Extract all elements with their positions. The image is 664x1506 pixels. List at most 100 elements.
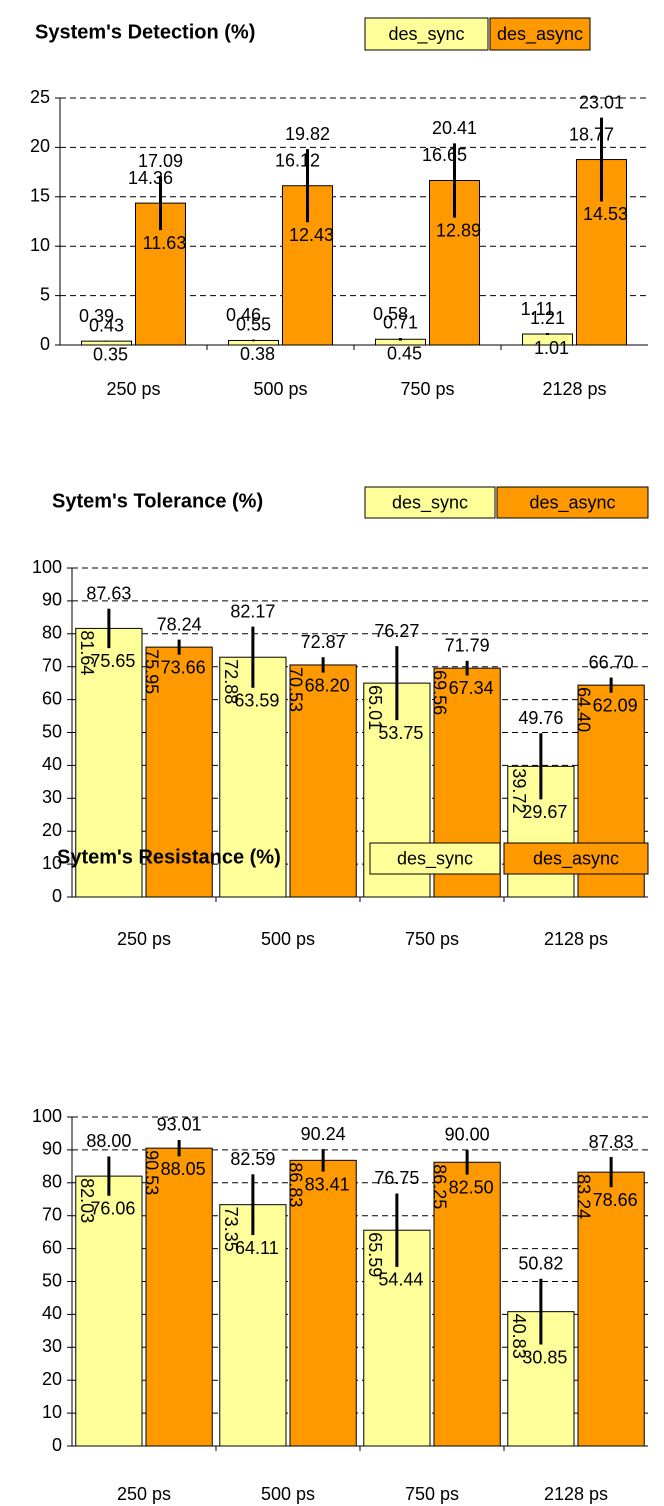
lower-label: 63.59 bbox=[234, 691, 279, 711]
value-label: 72.88 bbox=[221, 659, 241, 704]
y-tick-label: 5 bbox=[40, 284, 50, 304]
upper-label: 82.59 bbox=[230, 1149, 275, 1169]
lower-label: 12.89 bbox=[436, 220, 481, 240]
upper-label: 82.17 bbox=[230, 601, 275, 621]
x-tick-label: 500 ps bbox=[253, 379, 307, 399]
lower-label: 29.67 bbox=[522, 802, 567, 822]
y-tick-label: 20 bbox=[30, 136, 50, 156]
y-tick-label: 10 bbox=[42, 1402, 62, 1422]
y-tick-label: 50 bbox=[42, 1270, 62, 1290]
legend-swatch bbox=[369, 842, 501, 875]
lower-label: 0.35 bbox=[93, 344, 128, 364]
value-label: 86.83 bbox=[285, 1162, 305, 1207]
upper-label: 90.24 bbox=[301, 1124, 346, 1144]
legend-label: des_sync bbox=[392, 492, 468, 513]
lower-label: 62.09 bbox=[593, 695, 638, 715]
lower-label: 53.75 bbox=[378, 723, 423, 743]
value-label: 73.35 bbox=[221, 1207, 241, 1252]
lower-label: 12.43 bbox=[289, 225, 334, 245]
bar bbox=[219, 656, 287, 898]
value-label: 14.36 bbox=[128, 168, 173, 188]
x-tick-label: 750 ps bbox=[400, 379, 454, 399]
lower-label: 82.50 bbox=[449, 1177, 494, 1197]
chart-title: Sytem's Resistance (%) bbox=[57, 846, 281, 868]
y-tick-label: 90 bbox=[42, 1139, 62, 1159]
lower-label: 88.05 bbox=[161, 1159, 206, 1179]
x-tick-label: 250 ps bbox=[117, 929, 171, 949]
bar bbox=[75, 627, 143, 898]
bar bbox=[75, 1175, 143, 1447]
y-tick-label: 0 bbox=[52, 886, 62, 906]
y-tick-label: 40 bbox=[42, 754, 62, 774]
y-tick-label: 15 bbox=[30, 186, 50, 206]
upper-label: 71.79 bbox=[445, 636, 490, 656]
lower-label: 54.44 bbox=[378, 1270, 423, 1290]
legend-swatch bbox=[364, 486, 496, 519]
value-label: 0.39 bbox=[79, 306, 114, 326]
y-tick-label: 80 bbox=[42, 623, 62, 643]
upper-label: 78.24 bbox=[157, 614, 202, 634]
value-label: 64.40 bbox=[573, 687, 593, 732]
y-tick-label: 40 bbox=[42, 1303, 62, 1323]
x-tick-label: 2128 ps bbox=[544, 1484, 608, 1504]
value-label: 65.59 bbox=[365, 1232, 385, 1277]
lower-label: 78.66 bbox=[593, 1190, 638, 1210]
value-label: 70.53 bbox=[285, 667, 305, 712]
bar bbox=[289, 1159, 357, 1447]
value-label: 16.12 bbox=[275, 150, 320, 170]
upper-label: 1.21 bbox=[530, 308, 565, 328]
value-label: 65.01 bbox=[365, 685, 385, 730]
bar bbox=[145, 646, 213, 898]
bar bbox=[219, 1204, 287, 1447]
lower-label: 14.53 bbox=[583, 204, 628, 224]
legend-swatch bbox=[489, 17, 591, 51]
lower-label: 11.63 bbox=[143, 233, 187, 253]
lower-label: 30.85 bbox=[522, 1347, 567, 1367]
y-tick-label: 0 bbox=[40, 334, 50, 354]
upper-label: 76.27 bbox=[374, 621, 419, 641]
bar bbox=[433, 1161, 501, 1447]
x-tick-label: 2128 ps bbox=[544, 929, 608, 949]
legend-swatch bbox=[496, 486, 649, 519]
y-tick-label: 100 bbox=[32, 1106, 62, 1126]
upper-label: 50.82 bbox=[518, 1254, 563, 1274]
y-tick-label: 70 bbox=[42, 1204, 62, 1224]
upper-label: 23.01 bbox=[579, 92, 624, 112]
lower-label: 67.34 bbox=[449, 678, 494, 698]
lower-label: 76.06 bbox=[90, 1199, 135, 1219]
upper-label: 66.70 bbox=[589, 652, 634, 672]
y-tick-label: 10 bbox=[30, 235, 50, 255]
upper-label: 87.63 bbox=[86, 583, 131, 603]
value-label: 82.03 bbox=[77, 1178, 97, 1223]
upper-label: 17.09 bbox=[138, 151, 183, 171]
upper-label: 87.83 bbox=[589, 1132, 634, 1152]
value-label: 16.65 bbox=[422, 145, 467, 165]
value-label: 0.46 bbox=[226, 305, 261, 325]
x-tick-label: 500 ps bbox=[261, 929, 315, 949]
x-tick-label: 500 ps bbox=[261, 1484, 315, 1504]
lower-label: 75.65 bbox=[90, 651, 135, 671]
legend-label: des_async bbox=[497, 24, 583, 45]
y-tick-label: 60 bbox=[42, 688, 62, 708]
value-label: 83.24 bbox=[573, 1174, 593, 1219]
x-tick-label: 2128 ps bbox=[542, 379, 606, 399]
value-label: 18.77 bbox=[569, 124, 614, 144]
value-label: 69.56 bbox=[429, 670, 449, 715]
x-tick-label: 250 ps bbox=[117, 1484, 171, 1504]
y-tick-label: 60 bbox=[42, 1237, 62, 1257]
upper-label: 0.43 bbox=[89, 316, 124, 336]
value-label: 75.95 bbox=[141, 649, 161, 694]
y-tick-label: 25 bbox=[30, 87, 50, 107]
value-label: 81.64 bbox=[77, 630, 97, 675]
chart-title: Sytem's Tolerance (%) bbox=[52, 490, 263, 512]
y-tick-label: 30 bbox=[42, 787, 62, 807]
y-tick-label: 50 bbox=[42, 721, 62, 741]
value-label: 40.83 bbox=[509, 1314, 529, 1359]
upper-label: 20.41 bbox=[432, 118, 477, 138]
chart-title: System's Detection (%) bbox=[35, 21, 255, 43]
upper-label: 90.00 bbox=[445, 1125, 490, 1145]
value-label: 1.11 bbox=[521, 299, 555, 319]
upper-label: 49.76 bbox=[518, 708, 563, 728]
legend-swatch bbox=[503, 842, 649, 875]
